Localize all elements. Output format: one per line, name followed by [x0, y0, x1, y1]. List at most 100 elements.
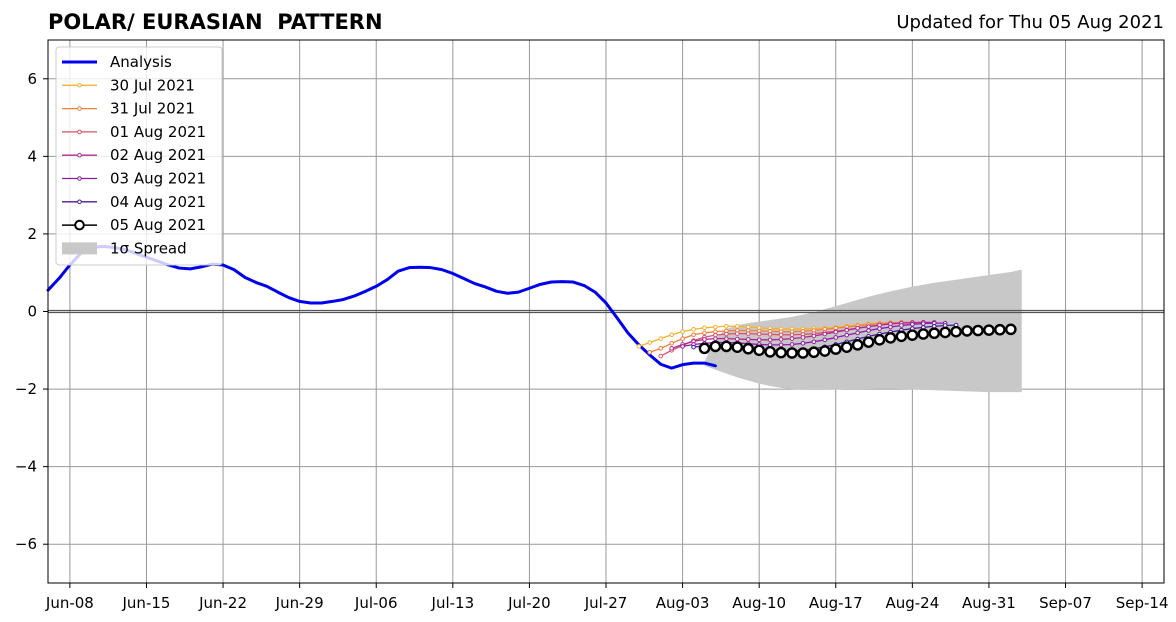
forecast-point	[658, 353, 664, 359]
spread-band	[704, 269, 1022, 393]
y-tick-label: 0	[27, 303, 37, 321]
legend-item: 04 Aug 2021	[62, 193, 206, 211]
current-forecast-point	[797, 347, 809, 359]
current-forecast-point	[994, 323, 1006, 336]
forecast-point	[877, 326, 882, 331]
forecast-point	[702, 337, 707, 342]
x-tick-label: Aug-24	[885, 594, 939, 612]
legend-swatch-marker	[77, 106, 82, 111]
legend-box	[55, 46, 223, 266]
x-tick-label: Aug-17	[809, 594, 863, 612]
y-tick-label: −4	[15, 458, 37, 476]
x-tick-label: Aug-31	[962, 594, 1016, 612]
forecast-point	[833, 335, 839, 340]
current-forecast-point	[983, 324, 995, 336]
forecast-point	[691, 327, 696, 332]
current-forecast-point	[862, 336, 875, 348]
legend-item: 05 Aug 2021	[62, 216, 206, 234]
x-tick-label: Aug-03	[656, 594, 710, 612]
forecast-point	[789, 342, 795, 347]
spread-area	[704, 269, 1022, 393]
legend-label: 31 Jul 2021	[110, 100, 195, 118]
legend-item: 30 Jul 2021	[62, 76, 195, 94]
y-tick-label: 6	[27, 70, 37, 88]
forecast-point	[822, 337, 828, 343]
legend-item: 01 Aug 2021	[62, 123, 206, 141]
forecast-point	[866, 328, 871, 333]
current-forecast-point	[928, 327, 941, 340]
forecast-point	[734, 336, 740, 342]
x-tick-label: Jun-15	[122, 594, 171, 612]
y-tick-label: 4	[27, 147, 37, 165]
legend-item: 1σ Spread	[62, 239, 187, 257]
forecast-point	[658, 336, 664, 341]
forecast-point	[866, 324, 871, 329]
x-tick-label: Jun-29	[275, 594, 324, 612]
current-forecast-point	[786, 347, 798, 359]
legend-item: Analysis	[62, 53, 172, 71]
forecast-point	[767, 332, 773, 337]
current-forecast-point	[939, 326, 951, 339]
current-forecast-point	[884, 332, 897, 344]
forecast-point	[800, 341, 806, 346]
forecast-point	[713, 336, 718, 341]
current-forecast-series	[698, 323, 1017, 359]
current-forecast-point	[1005, 323, 1017, 336]
forecast-point	[855, 325, 860, 331]
legend-swatch-marker	[77, 199, 82, 205]
legend-item: 02 Aug 2021	[62, 146, 206, 164]
forecast-point	[669, 346, 674, 351]
forecast-point	[669, 332, 674, 338]
legend-label: Analysis	[110, 53, 172, 71]
forecast-point	[778, 337, 784, 342]
current-forecast-point	[709, 340, 722, 353]
forecast-point	[724, 323, 729, 329]
forecast-point	[691, 332, 696, 338]
forecast-point	[833, 329, 839, 335]
y-tick-label: −6	[15, 535, 37, 553]
forecast-point	[789, 332, 795, 338]
x-tick-label: Jul-13	[431, 594, 475, 612]
forecast-point	[888, 324, 893, 330]
forecast-point	[724, 331, 729, 337]
current-forecast-point	[742, 342, 755, 355]
legend-label: 02 Aug 2021	[110, 146, 206, 164]
legend-label: 1σ Spread	[110, 239, 187, 257]
forecast-point	[844, 327, 850, 333]
legend-item: 03 Aug 2021	[62, 170, 206, 188]
forecast-point	[778, 342, 784, 348]
legend-swatch-marker	[77, 129, 82, 135]
current-forecast-point	[851, 339, 864, 351]
legend-label: 30 Jul 2021	[110, 76, 195, 94]
forecast-point	[910, 321, 915, 327]
forecast-point	[855, 330, 860, 336]
x-tick-label: Jul-20	[507, 594, 551, 612]
forecast-point	[920, 321, 926, 326]
forecast-point	[778, 332, 784, 338]
forecast-point	[680, 344, 685, 349]
legend-label: 04 Aug 2021	[110, 193, 206, 211]
forecast-point	[811, 333, 817, 339]
legend-swatch-marker	[77, 176, 82, 181]
current-forecast-point	[753, 344, 765, 357]
legend-label: 05 Aug 2021	[110, 216, 206, 234]
current-forecast-point	[961, 325, 973, 337]
legend-label: 03 Aug 2021	[110, 170, 206, 188]
forecast-point	[789, 336, 795, 341]
x-tick-label: Sep-07	[1039, 594, 1092, 612]
current-forecast-point	[808, 346, 820, 359]
zero-line	[48, 309, 1164, 314]
current-forecast-point	[764, 346, 776, 358]
forecast-point	[713, 324, 718, 330]
x-axis: Jun-08 Jun-15 Jun-22 Jun-29 Jul-06 Jul-13 Jul-…	[45, 583, 1169, 612]
forecast-point	[691, 344, 696, 350]
current-forecast-point	[819, 345, 831, 357]
x-tick-label: Aug-10	[732, 594, 786, 612]
x-tick-label: Jun-22	[198, 594, 247, 612]
forecast-point	[756, 337, 762, 343]
forecast-point	[669, 341, 674, 346]
current-forecast-point	[698, 342, 711, 355]
x-tick-label: Jul-06	[354, 594, 398, 612]
forecast-point	[702, 330, 707, 336]
current-forecast-point	[972, 324, 984, 337]
